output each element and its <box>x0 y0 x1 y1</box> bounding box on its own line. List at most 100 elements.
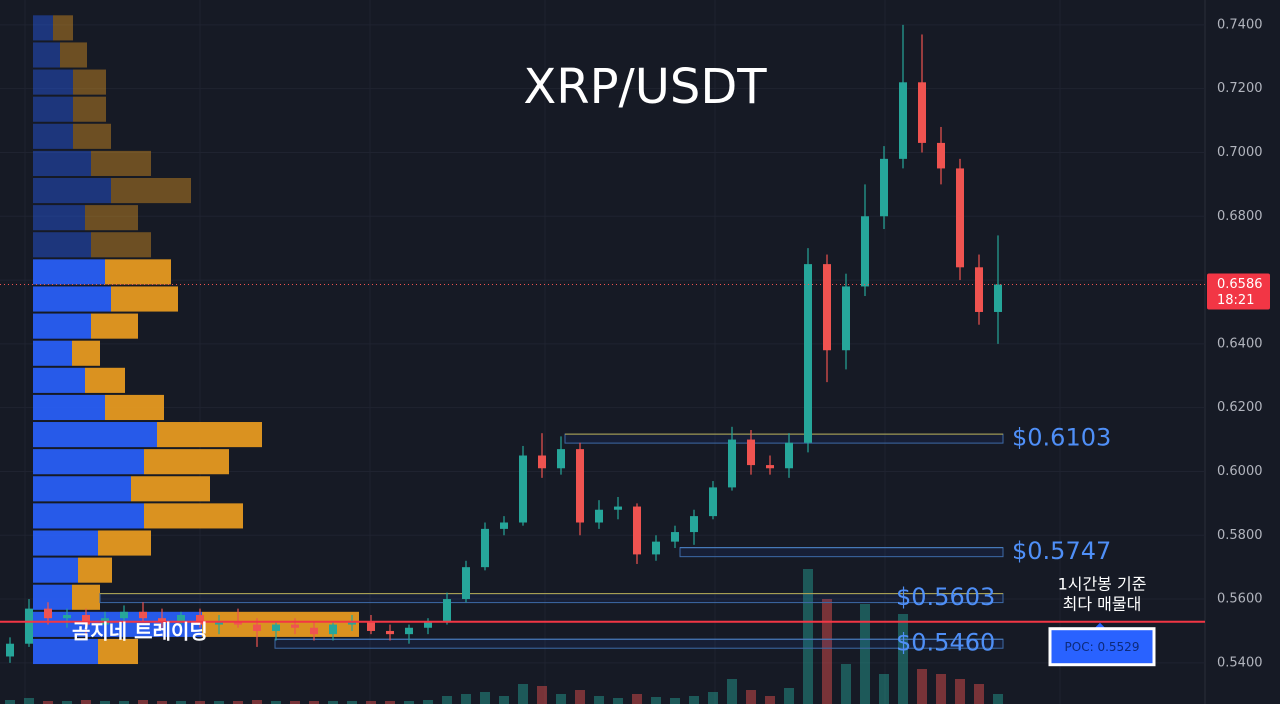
volume-bar <box>651 697 661 704</box>
candle-body <box>576 449 584 523</box>
candle-body <box>44 608 52 619</box>
volume-bar <box>157 701 167 704</box>
candle-body <box>348 621 356 625</box>
level-label: $0.5747 <box>1012 537 1111 565</box>
volume-bar <box>746 690 756 704</box>
profile-sell <box>85 205 138 231</box>
volume-bar <box>404 701 414 704</box>
profile-sell <box>72 584 100 610</box>
candle-body <box>994 284 1002 312</box>
last-price-label: 0.6586 <box>1217 277 1263 292</box>
profile-buy <box>33 611 202 637</box>
candle-body <box>405 627 413 635</box>
profile-buy <box>33 205 85 231</box>
level-box <box>274 638 1004 649</box>
volume-bar <box>822 599 832 704</box>
level-box <box>99 593 1004 604</box>
profile-buy <box>33 367 85 393</box>
profile-buy <box>33 557 78 583</box>
last-price-countdown: 18:21 <box>1217 293 1254 308</box>
candle-body <box>671 532 679 542</box>
candles <box>6 24 1002 663</box>
profile-buy <box>33 422 157 448</box>
candle-body <box>557 449 565 469</box>
volume-bar <box>100 701 110 704</box>
level-box <box>679 547 1004 558</box>
profile-sell <box>72 340 100 366</box>
volume-bar <box>328 701 338 704</box>
profile-buy <box>33 584 72 610</box>
volume-bar <box>62 701 72 704</box>
candle-body <box>747 439 755 466</box>
volume-bar <box>309 701 319 704</box>
candle-body <box>899 82 907 159</box>
candle-body <box>652 541 660 555</box>
chart-title: XRP/USDT <box>523 59 767 115</box>
poc-box <box>1048 627 1156 667</box>
volume-bar <box>727 679 737 704</box>
candle-body <box>481 528 489 568</box>
candle-body <box>367 621 375 631</box>
volume-bar <box>423 700 433 704</box>
candle-body <box>975 267 983 312</box>
profile-buy <box>33 69 73 95</box>
volume-bar <box>575 690 585 704</box>
volume-bar <box>594 696 604 704</box>
candle-body <box>386 630 394 635</box>
volume-profile <box>33 15 359 665</box>
volume-bar <box>195 701 205 704</box>
volume-bar <box>955 679 965 704</box>
candle-body <box>823 264 831 351</box>
y-tick-label: 0.6000 <box>1217 464 1263 479</box>
candle-body <box>861 216 869 287</box>
volume-bar <box>119 701 129 704</box>
volume-bar <box>271 701 281 704</box>
profile-sell <box>111 177 191 204</box>
candle-body <box>272 624 280 631</box>
volume-bars <box>5 569 1003 704</box>
profile-sell <box>131 476 210 502</box>
volume-bar <box>860 604 870 704</box>
candle-body <box>538 455 546 469</box>
profile-sell <box>98 638 138 665</box>
profile-sell <box>78 557 112 583</box>
profile-sell <box>105 394 164 421</box>
profile-sell <box>85 367 125 393</box>
volume-bar <box>803 569 813 704</box>
volume-bar <box>993 694 1003 704</box>
volume-bar <box>689 696 699 704</box>
profile-sell <box>91 232 151 258</box>
y-tick-label: 0.5800 <box>1217 528 1263 543</box>
profile-buy <box>33 340 72 366</box>
candle-body <box>310 627 318 635</box>
candle-body <box>956 168 964 268</box>
volume-bar <box>138 700 148 704</box>
volume-bar <box>442 696 452 704</box>
volume-bar <box>556 694 566 704</box>
candle-body <box>196 615 204 625</box>
profile-buy <box>33 476 131 502</box>
poc-note: 최다 매물대 <box>1063 595 1142 614</box>
candle-body <box>595 509 603 523</box>
y-tick-label: 0.7400 <box>1217 17 1263 32</box>
volume-bar <box>233 701 243 704</box>
poc-note: 1시간봉 기준 <box>1058 575 1147 594</box>
volume-bar <box>81 700 91 704</box>
volume-bar <box>347 701 357 704</box>
volume-bar <box>24 698 34 704</box>
profile-sell <box>144 503 243 529</box>
volume-bar <box>5 700 15 704</box>
volume-bar <box>936 674 946 704</box>
level-label: $0.6103 <box>1012 424 1111 452</box>
vertical-grid <box>24 0 1061 704</box>
candle-body <box>918 82 926 143</box>
volume-bar <box>461 694 471 704</box>
volume-bar <box>917 669 927 704</box>
candle-body <box>728 439 736 488</box>
profile-buy <box>33 313 91 339</box>
volume-bar <box>366 701 376 704</box>
candle-body <box>633 506 641 555</box>
volume-bar <box>176 701 186 704</box>
